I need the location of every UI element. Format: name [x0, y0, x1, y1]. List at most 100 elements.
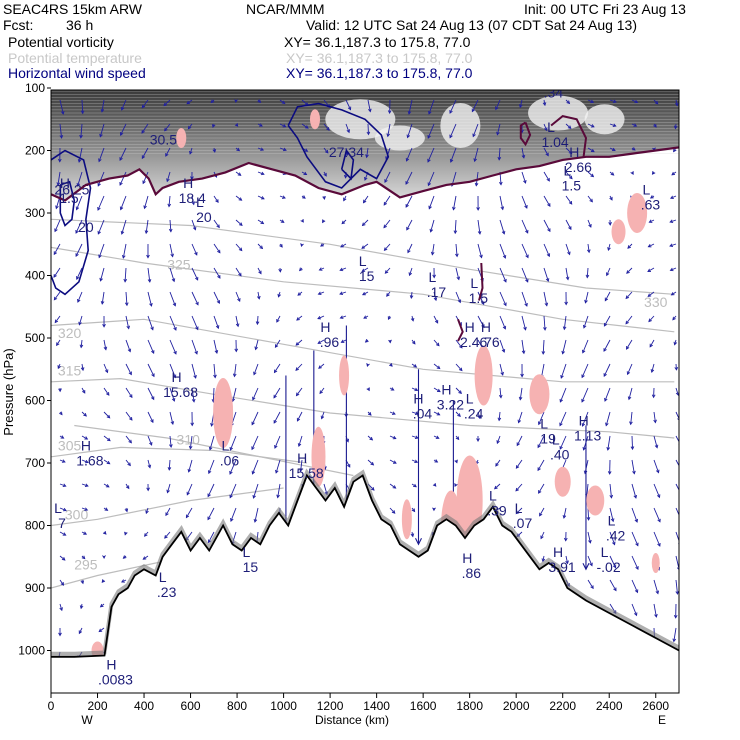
wind-vector-head	[235, 323, 240, 328]
wind-vector-head	[144, 533, 148, 537]
wind-vector-head	[414, 387, 419, 392]
wind-vector-head	[274, 444, 278, 449]
wind-vector-head	[318, 365, 322, 369]
wind-vector-head	[495, 106, 499, 111]
terrain-line	[51, 473, 679, 658]
wind-vector-head	[149, 302, 153, 307]
wind-vector	[625, 291, 633, 299]
wind-vector	[59, 579, 64, 586]
wind-vector-head	[150, 419, 154, 424]
wind-vector-head	[273, 394, 277, 399]
wind-vector-head	[169, 444, 173, 449]
wind-vector	[411, 387, 418, 391]
wind-vector	[279, 147, 287, 151]
wind-vector	[147, 411, 154, 423]
wind-vector	[609, 483, 612, 498]
wind-vector	[543, 315, 546, 330]
wind-vector-head	[62, 507, 67, 512]
wind-vector	[167, 483, 171, 493]
wind-vector	[559, 387, 567, 403]
wind-vector	[103, 387, 110, 396]
wind-vector-head	[588, 224, 592, 228]
pv-pink-patch	[339, 355, 350, 396]
wind-vector-head	[503, 302, 507, 307]
wind-vector	[653, 579, 659, 594]
wind-vector	[389, 459, 397, 464]
wind-vector-head	[295, 392, 300, 397]
wind-vector	[275, 459, 281, 474]
wind-vector-head	[100, 108, 105, 113]
wind-vector-head	[173, 350, 177, 355]
wind-vector-head	[524, 302, 528, 307]
wind-vector	[53, 267, 61, 278]
wind-vector-head	[518, 396, 523, 401]
wind-vector-head	[633, 494, 638, 499]
wind-vector-head	[603, 348, 607, 352]
pv-extremum-value: .04	[413, 406, 433, 422]
pv-extremum-letter: L	[643, 181, 651, 197]
wind-vector	[653, 507, 661, 522]
west-end-label: W	[81, 713, 93, 727]
wind-vector-head	[581, 349, 586, 354]
wind-vector	[207, 483, 215, 497]
wind-vector-head	[257, 99, 262, 103]
wind-vector	[101, 99, 105, 112]
pv-extremum-letter: L	[242, 544, 250, 560]
wind-vector-head	[121, 579, 125, 583]
wind-vector	[406, 147, 413, 162]
wind-vector	[168, 195, 171, 207]
wind-vector-head	[497, 417, 502, 422]
wind-vector	[253, 483, 259, 499]
wind-vector-head	[568, 150, 573, 155]
stratosphere-fill	[51, 90, 679, 201]
wind-vector-head	[78, 630, 83, 635]
wind-vector	[59, 531, 66, 536]
wind-vector-head	[523, 179, 527, 184]
theta-contour-label: 330	[644, 294, 668, 310]
wind-vector-head	[339, 315, 344, 319]
wind-vector-head	[521, 350, 526, 355]
pv-pink-patch	[627, 193, 648, 233]
wind-vector-head	[170, 253, 174, 258]
wind-vector-head	[449, 158, 454, 163]
pv-extremum-letter: H	[172, 369, 182, 385]
wind-speed-contours: 30.58 27.34 26.25 20 .34	[51, 90, 563, 296]
wind-vector	[653, 411, 656, 423]
wind-vector-head	[383, 247, 388, 252]
wind-vector	[166, 171, 171, 182]
wind-vector	[627, 363, 633, 375]
wind-vector-head	[568, 200, 573, 205]
wind-vector-head	[194, 251, 198, 256]
wind-vector-head	[208, 446, 213, 451]
wind-vector-head	[627, 396, 632, 401]
wind-vector	[452, 195, 457, 210]
wind-vector-head	[473, 158, 477, 163]
wind-vector	[169, 339, 177, 355]
wind-vector-head	[604, 297, 609, 302]
wind-vector	[144, 195, 149, 209]
pv-extremum-value: .39	[487, 503, 507, 519]
wind-vector	[477, 411, 481, 419]
pv-extremum-letter: L	[540, 416, 548, 432]
pv-pink-patch	[529, 374, 550, 415]
pv-extremum-value: 3.91	[548, 559, 575, 575]
wind-vector	[78, 147, 83, 163]
wind-vector	[409, 267, 413, 276]
wind-vector-head	[167, 466, 172, 471]
wind-vector	[587, 99, 594, 103]
wind-vector	[125, 315, 130, 329]
wind-vector-head	[185, 514, 190, 519]
wind-vector-head	[612, 541, 616, 546]
wind-vector-head	[323, 172, 327, 177]
pv-extremum-letter: H	[413, 391, 423, 407]
wind-vector	[519, 99, 523, 108]
wind-vector	[164, 531, 171, 539]
wind-vector-head	[259, 123, 263, 127]
wind-vector-head	[299, 267, 303, 272]
wind-vector-head	[655, 590, 660, 595]
wind-vector	[603, 339, 611, 352]
theta-contour	[51, 318, 675, 383]
wind-vector	[361, 243, 369, 249]
wind-vector-head	[479, 254, 483, 259]
wind-vector-head	[562, 326, 567, 331]
